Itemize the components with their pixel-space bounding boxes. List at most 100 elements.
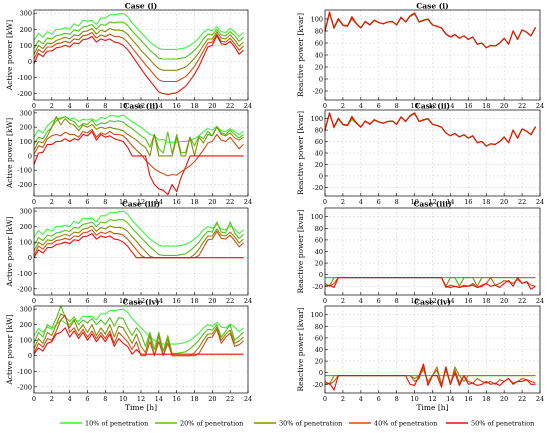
- x-tick-label: 4: [68, 297, 72, 305]
- x-tick-label: 8: [395, 395, 399, 403]
- series-line: [33, 35, 244, 95]
- x-tick-label: 14: [155, 102, 163, 110]
- y-tick-label: 0: [319, 369, 323, 377]
- series-line: [33, 210, 244, 247]
- y-tick-label: 40: [315, 248, 323, 256]
- x-tick-label: 0: [323, 102, 327, 110]
- legend-label: 50% of penetration: [471, 420, 534, 428]
- x-tick-label: 4: [68, 395, 72, 403]
- x-tick-label: 22: [226, 102, 234, 110]
- y-tick-label: 60: [315, 40, 323, 48]
- y-tick-label: 300: [20, 306, 32, 314]
- x-tick-label: 8: [103, 297, 107, 305]
- y-tick-label: 300: [20, 10, 32, 18]
- legend-item: 40% of penetration: [349, 420, 437, 428]
- y-tick-label: 20: [315, 161, 323, 169]
- x-tick-label: 18: [190, 395, 198, 403]
- y-tick-label: 40: [315, 52, 323, 60]
- chart-title: Case (iii): [413, 200, 451, 209]
- x-tick-label: 12: [137, 102, 145, 110]
- x-tick-label: 16: [464, 395, 472, 403]
- x-tick-label: 8: [103, 395, 107, 403]
- x-tick-label: 0: [32, 297, 36, 305]
- y-axis-label: Active power [kW]: [5, 216, 14, 287]
- y-tick-label: 0: [28, 58, 32, 66]
- y-tick-label: 80: [315, 225, 323, 233]
- x-tick-label: 8: [395, 102, 399, 110]
- y-tick-label: 100: [20, 138, 32, 146]
- y-tick-label: 0: [28, 254, 32, 262]
- y-axis-label: Reactive power [kvar]: [296, 111, 305, 195]
- x-tick-label: 6: [377, 395, 381, 403]
- series-line: [324, 112, 536, 147]
- x-tick-label: 24: [244, 395, 252, 403]
- y-tick-label: 300: [20, 109, 32, 117]
- series-line: [33, 130, 244, 196]
- y-tick-label: 100: [311, 311, 323, 319]
- y-tick-label: -100: [17, 270, 32, 278]
- y-axis-label: Active power [kW]: [5, 20, 14, 91]
- series-line: [33, 313, 244, 357]
- chart-title: Case (iii): [122, 200, 160, 209]
- x-tick-label: 18: [482, 395, 490, 403]
- x-tick-label: 4: [359, 395, 363, 403]
- x-axis-label: Time [h]: [416, 403, 448, 412]
- y-tick-label: 20: [315, 358, 323, 366]
- series-line: [324, 112, 536, 147]
- series-line: [33, 305, 244, 354]
- x-tick-label: 20: [208, 102, 216, 110]
- x-tick-label: 0: [323, 395, 327, 403]
- y-tick-label: -100: [17, 74, 32, 82]
- x-tick-label: 8: [395, 297, 399, 305]
- series-line: [324, 363, 536, 391]
- y-tick-label: -100: [17, 368, 32, 376]
- series-line: [324, 112, 536, 147]
- x-tick-label: 22: [226, 198, 234, 206]
- y-tick-label: 100: [311, 115, 323, 123]
- series-line: [33, 225, 244, 259]
- x-tick-label: 10: [119, 395, 127, 403]
- series-line: [33, 27, 244, 71]
- x-tick-label: 12: [428, 297, 436, 305]
- y-tick-label: -200: [17, 383, 32, 391]
- x-tick-label: 20: [500, 102, 508, 110]
- x-tick-label: 12: [137, 297, 145, 305]
- x-tick-label: 24: [536, 395, 544, 403]
- x-tick-label: 2: [50, 198, 54, 206]
- x-tick-label: 14: [446, 297, 454, 305]
- x-tick-label: 20: [208, 198, 216, 206]
- legend: 10% of penetration 20% of penetration 30% …: [60, 420, 534, 428]
- x-tick-label: 20: [208, 297, 216, 305]
- legend-label: 30% of penetration: [279, 420, 342, 428]
- x-tick-label: 22: [226, 395, 234, 403]
- y-axis-label: Reactive power [kvar]: [296, 13, 305, 97]
- y-tick-label: 0: [319, 271, 323, 279]
- y-tick-label: -200: [17, 181, 32, 189]
- x-tick-label: 8: [103, 198, 107, 206]
- series-line: [33, 128, 244, 177]
- y-axis-label: Reactive power [kvar]: [296, 307, 305, 391]
- x-tick-label: 6: [85, 102, 89, 110]
- series-line: [33, 219, 244, 256]
- x-tick-label: 6: [377, 102, 381, 110]
- x-tick-label: 12: [428, 395, 436, 403]
- y-tick-label: 60: [315, 236, 323, 244]
- x-tick-label: 20: [500, 198, 508, 206]
- chart-title: Case (ii): [123, 102, 158, 111]
- series-line: [33, 115, 244, 157]
- chart-title: Case (iv): [123, 298, 160, 307]
- x-tick-label: 10: [410, 102, 418, 110]
- x-tick-label: 22: [518, 395, 526, 403]
- x-tick-label: 2: [50, 297, 54, 305]
- y-tick-label: 40: [315, 346, 323, 354]
- x-tick-label: 2: [50, 395, 54, 403]
- x-tick-label: 16: [464, 198, 472, 206]
